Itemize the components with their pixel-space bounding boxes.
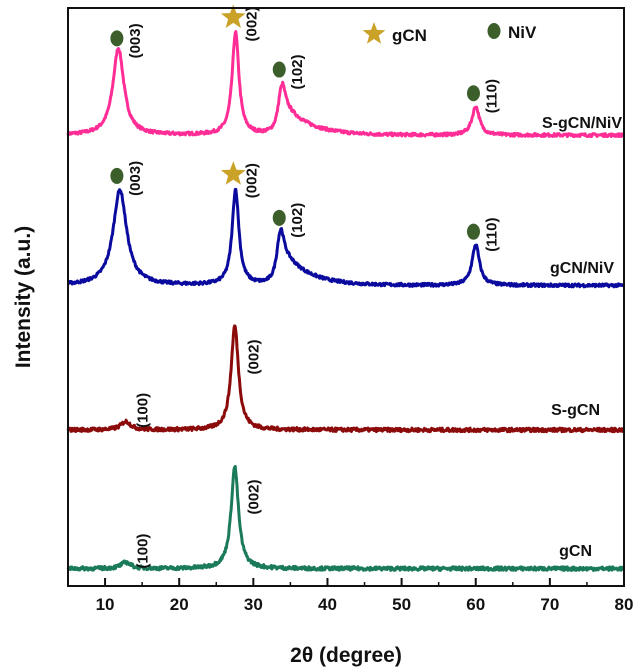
- x-tick-label: 70: [540, 595, 559, 614]
- x-tick-label: 30: [244, 595, 263, 614]
- legend-star-icon: [362, 22, 386, 44]
- x-tick-label: 40: [318, 595, 337, 614]
- peak-label: (002): [246, 339, 263, 374]
- series-line-gcn: [66, 464, 626, 572]
- gcn-star-icon: [220, 4, 246, 28]
- series-line-gcn-niv: [66, 187, 625, 289]
- peak-label: (102): [289, 54, 306, 89]
- series-line-s-gcn: [66, 324, 626, 434]
- x-tick-label: 60: [466, 595, 485, 614]
- series-labels: S-gCN/NiV gCN/NiV S-gCN gCN: [542, 115, 622, 560]
- peak-label: (003): [127, 161, 144, 196]
- niv-circle-icon: [272, 61, 286, 78]
- plot-frame: [67, 7, 625, 587]
- series-line-s-gcn-niv: [66, 30, 626, 139]
- peak-label: (002): [246, 479, 263, 514]
- peak-label: (002): [243, 163, 260, 198]
- series-label: S-gCN: [551, 402, 600, 419]
- peak-label: (003): [127, 23, 144, 58]
- legend-circle-icon: [487, 23, 501, 39]
- x-tick-label: 10: [96, 595, 115, 614]
- series-label: S-gCN/NiV: [542, 115, 622, 132]
- peak-label: (002): [243, 6, 260, 41]
- peak-label: (100): [134, 534, 151, 569]
- peak-label: (100): [134, 393, 151, 428]
- niv-circle-icon: [272, 209, 286, 226]
- x-tick-label: 50: [392, 595, 411, 614]
- gcn-star-icon: [220, 161, 246, 185]
- niv-circle-icon: [466, 85, 480, 102]
- y-axis-title: Intensity (a.u.): [12, 226, 35, 368]
- peak-annotations: (003) (002) (102) (110) (003) (002) (102) (110)…: [110, 4, 501, 569]
- niv-circle-icon: [466, 223, 480, 240]
- niv-circle-icon: [110, 167, 124, 184]
- x-axis-title: 2θ (degree): [290, 644, 402, 667]
- series-label: gCN: [559, 543, 592, 560]
- legend-label: NiV: [508, 23, 537, 42]
- legend: gCN NiV: [362, 22, 537, 45]
- series-curves: [66, 30, 626, 572]
- legend-label: gCN: [392, 26, 427, 45]
- peak-label: (110): [484, 79, 501, 113]
- x-axis: 10 20 30 40 50 60 70 80: [67, 578, 634, 614]
- series-label: gCN/NiV: [550, 260, 614, 277]
- x-tick-label: 20: [170, 595, 189, 614]
- peak-label: (110): [484, 217, 501, 251]
- peak-label: (102): [289, 203, 306, 238]
- x-tick-label: 80: [615, 595, 634, 614]
- niv-circle-icon: [110, 30, 124, 47]
